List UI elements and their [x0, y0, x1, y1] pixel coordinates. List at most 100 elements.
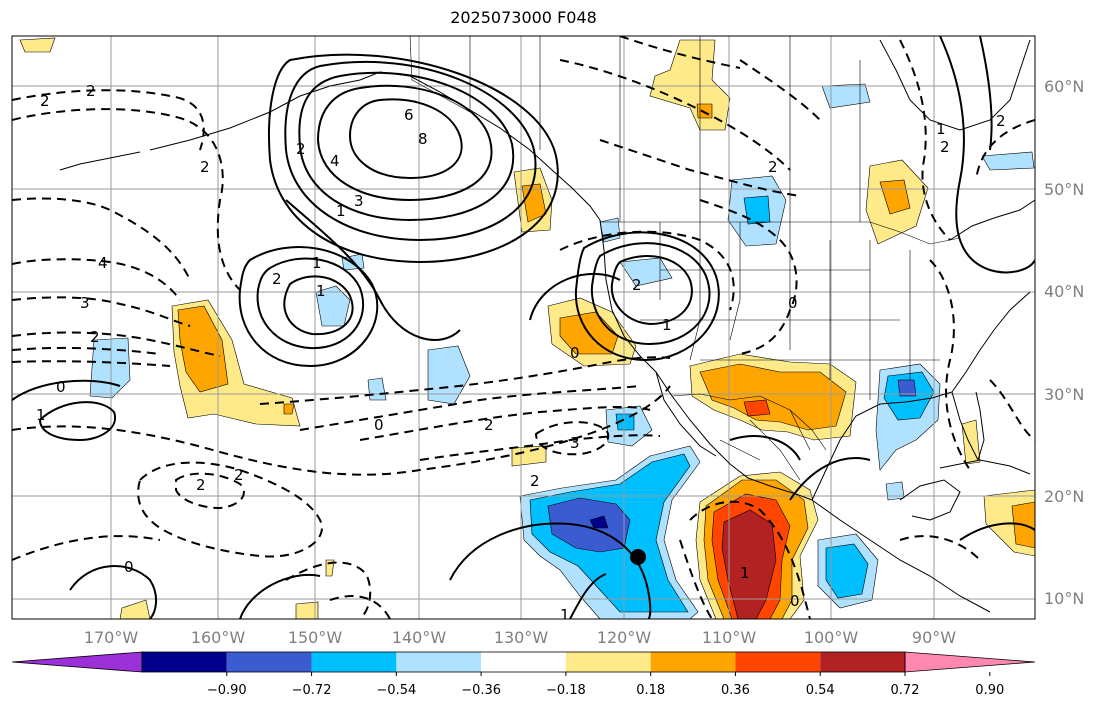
contour-label: 8	[418, 130, 428, 148]
contour-label: 2	[90, 328, 100, 346]
contour-label: 1	[560, 606, 570, 624]
contour-line	[38, 401, 117, 442]
contour-line	[989, 379, 1035, 441]
positive-anomaly-patch	[119, 599, 151, 619]
contour-line	[298, 71, 515, 222]
lat-label: 40°N	[1044, 282, 1084, 301]
colorbar-segment	[226, 652, 312, 672]
contour-line	[285, 199, 461, 341]
negative-anomaly-patch	[743, 195, 771, 225]
contour-line	[959, 522, 1035, 541]
contour-line	[559, 230, 735, 311]
contour-label: 2	[200, 158, 210, 176]
colorbar-tick-label: −0.72	[292, 683, 332, 698]
contour-line	[12, 258, 181, 301]
contour-line	[12, 535, 161, 561]
contour-labels: 2 2 4 3 2 0 1 6 8 4 3 2 1 1 2 1 2 2 1 0 …	[36, 82, 1006, 624]
negative-anomaly-patch	[825, 543, 869, 599]
us-canada-border	[600, 221, 961, 245]
contour-line	[348, 98, 463, 180]
colorbar-segment	[396, 652, 482, 672]
contour-label: 0	[124, 558, 134, 576]
lon-label: 130°W	[494, 628, 549, 647]
colorbar-segment	[735, 652, 821, 672]
contour-line	[574, 231, 720, 362]
negative-anomaly-patch	[981, 151, 1035, 171]
contour-label: 0	[790, 592, 800, 610]
contour-label: 2	[996, 112, 1006, 130]
contour-label: 2	[40, 92, 50, 110]
contour-label: 1	[336, 202, 346, 220]
negative-anomaly-patch	[89, 337, 131, 399]
contour-label: 0	[570, 344, 580, 362]
aleutian-islands	[59, 151, 141, 171]
positive-anomaly-patch	[721, 509, 777, 619]
contour-line	[899, 535, 981, 561]
colorbar-tick-label: 0.36	[721, 683, 750, 698]
map-title: 2025073000 F048	[450, 8, 597, 27]
positive-anomaly-patch	[177, 305, 229, 393]
hudson-bay	[879, 39, 1031, 131]
contour-line	[559, 59, 791, 171]
contour-line	[12, 379, 121, 401]
graticule	[12, 36, 1035, 619]
colorbar-segment	[142, 652, 227, 672]
map-frame	[11, 35, 1036, 620]
negative-anomaly-patch	[897, 379, 917, 397]
contour-line	[283, 275, 354, 336]
colorbar-frame	[141, 651, 906, 673]
contour-line	[12, 296, 191, 327]
colorbar-tick-label: −0.90	[207, 683, 247, 698]
contour-label: 3	[354, 192, 364, 210]
contour-line	[699, 199, 798, 355]
contour-line	[975, 119, 1035, 181]
contour-label: 2	[272, 270, 282, 288]
contour-label: 0	[56, 378, 66, 396]
baja-peninsula	[655, 371, 717, 457]
contour-line	[175, 472, 245, 510]
colorbar-extend-low	[11, 651, 143, 673]
contour-line	[899, 39, 951, 241]
contour-line	[329, 595, 391, 619]
contour-line	[137, 461, 323, 558]
us-mexico-border	[671, 393, 827, 451]
negative-anomaly-patch	[315, 285, 351, 327]
contour-label: 0	[374, 416, 384, 434]
colorbar-tick-label: −0.54	[376, 683, 416, 698]
contour-label: 2	[768, 158, 778, 176]
contour-line	[939, 36, 1035, 274]
colorbar-segment	[311, 652, 397, 672]
contour-line	[419, 434, 661, 461]
contour-line	[12, 108, 241, 291]
contour-line	[238, 246, 379, 368]
contour-line	[12, 360, 171, 367]
positive-anomaly-patch	[961, 419, 981, 465]
canada-provinces	[469, 36, 861, 222]
lon-label: 140°W	[392, 628, 447, 647]
contour-line	[316, 84, 493, 202]
colorbar-tick-label: 0.90	[975, 683, 1004, 698]
positive-anomaly-patch	[699, 363, 847, 431]
colorbar-tick-label: 0.18	[636, 683, 665, 698]
contour-line	[12, 197, 191, 281]
alaska-canada-border	[409, 36, 471, 113]
contour-line	[239, 573, 321, 619]
east-canada-coast	[949, 199, 1035, 241]
contour-line	[739, 59, 821, 121]
contour-line	[284, 60, 537, 242]
contour-line	[359, 405, 651, 441]
colorbar-tick-label: 0.54	[806, 683, 835, 698]
lon-label: 90°W	[912, 628, 956, 647]
lat-label: 30°N	[1044, 385, 1084, 404]
contour-line	[979, 36, 993, 151]
contour-line	[789, 457, 871, 501]
negative-anomaly-patch	[821, 83, 871, 109]
negative-anomaly-patch	[589, 515, 609, 529]
contour-label: 4	[98, 254, 108, 272]
contour-line	[729, 435, 801, 461]
positive-anomaly-patch	[19, 37, 56, 53]
contour-label: 4	[330, 152, 340, 170]
lon-label: 100°W	[804, 628, 859, 647]
contour-label: 1	[36, 406, 46, 424]
